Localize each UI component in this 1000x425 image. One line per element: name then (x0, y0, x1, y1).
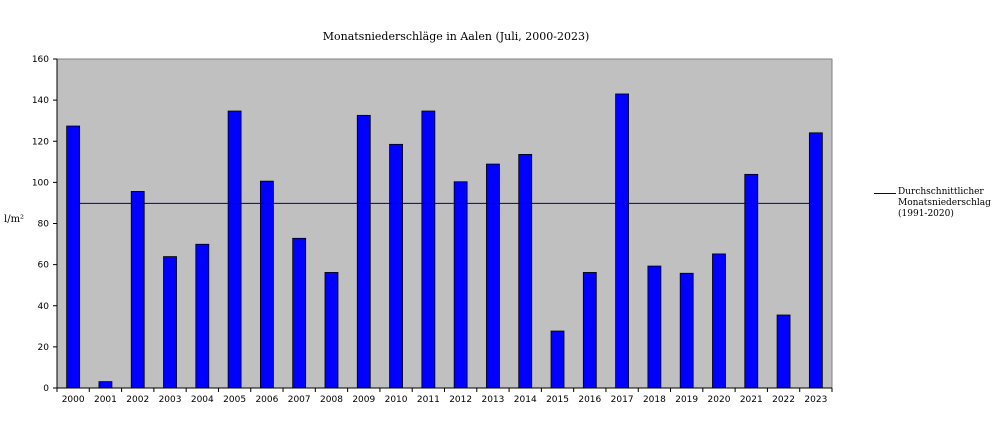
bar-2014 (518, 154, 533, 389)
x-tick-label-2006: 2006 (255, 395, 278, 405)
legend-label-line-2: Monatsniederschlag (898, 198, 991, 208)
bar-2011 (421, 110, 436, 389)
y-tick-label-140: 140 (32, 96, 49, 106)
bar-2023 (808, 132, 823, 389)
y-tick-label-80: 80 (38, 220, 50, 230)
plot-area (56, 58, 833, 389)
y-tick-label-0: 0 (43, 384, 49, 394)
x-tick-label-2020: 2020 (708, 395, 731, 405)
bar-2021 (744, 173, 759, 389)
bar-2019 (679, 272, 694, 389)
legend-label: Durchschnittlicher Monatsniederschlag (1… (898, 187, 1000, 220)
x-tick-label-2011: 2011 (417, 395, 440, 405)
x-tick-label-2009: 2009 (352, 395, 375, 405)
bar-2010 (389, 143, 403, 389)
x-tick-label-2010: 2010 (385, 395, 408, 405)
x-tick-label-2003: 2003 (159, 395, 182, 405)
x-tick-label-2002: 2002 (126, 395, 149, 405)
x-tick-label-2021: 2021 (740, 395, 763, 405)
bar-2006 (259, 180, 274, 389)
x-tick-label-2007: 2007 (288, 395, 311, 405)
bar-2005 (227, 110, 242, 389)
y-tick-label-60: 60 (38, 261, 50, 271)
legend-label-line-1: Durchschnittlicher (898, 187, 984, 197)
bar-2012 (453, 181, 468, 389)
bar-2009 (356, 114, 371, 389)
legend-line-swatch (874, 193, 896, 194)
y-tick-label-40: 40 (38, 302, 50, 312)
x-tick-label-2015: 2015 (546, 395, 569, 405)
x-tick-label-2018: 2018 (643, 395, 666, 405)
bar-2001 (98, 381, 113, 389)
bar-2017 (615, 93, 630, 389)
x-tick-label-2019: 2019 (675, 395, 698, 405)
y-tick-label-120: 120 (32, 137, 49, 147)
y-tick-label-100: 100 (32, 178, 49, 188)
x-tick-label-2001: 2001 (94, 395, 117, 405)
bar-2003 (163, 256, 177, 389)
x-tick-label-2013: 2013 (481, 395, 504, 405)
bar-2007 (292, 237, 307, 389)
x-tick-label-2022: 2022 (772, 395, 795, 405)
bar-2008 (324, 272, 339, 389)
x-tick-label-2000: 2000 (62, 395, 85, 405)
bar-2015 (550, 330, 565, 389)
y-tick-label-160: 160 (32, 55, 49, 65)
bar-2013 (486, 163, 500, 389)
y-axis-label: l/m² (4, 214, 25, 225)
x-tick-label-2014: 2014 (514, 395, 537, 405)
bar-2000 (66, 125, 81, 389)
x-tick-label-2016: 2016 (578, 395, 601, 405)
x-tick-label-2023: 2023 (804, 395, 827, 405)
bar-2020 (712, 253, 726, 389)
bar-2004 (195, 243, 210, 389)
x-tick-label-2017: 2017 (611, 395, 634, 405)
bar-2002 (130, 191, 145, 389)
x-tick-label-2004: 2004 (191, 395, 214, 405)
chart-title: Monatsniederschläge in Aalen (Juli, 2000… (322, 30, 590, 43)
legend-label-line-3: (1991-2020) (898, 209, 954, 219)
x-tick-label-2008: 2008 (320, 395, 343, 405)
x-tick-label-2012: 2012 (449, 395, 472, 405)
x-tick-label-2005: 2005 (223, 395, 246, 405)
bar-2018 (647, 265, 662, 389)
y-tick-label-20: 20 (38, 343, 50, 353)
bar-2022 (776, 314, 791, 389)
bar-2016 (582, 272, 597, 389)
